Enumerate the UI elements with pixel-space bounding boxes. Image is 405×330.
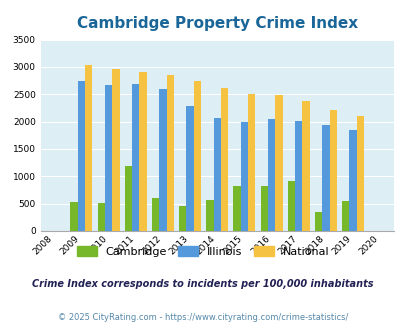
Bar (260, 185, 267, 231)
Bar (112, 69, 119, 231)
Bar (124, 166, 132, 231)
Bar (213, 118, 220, 231)
Bar (151, 198, 159, 231)
Legend: Cambridge, Illinois, National: Cambridge, Illinois, National (72, 242, 333, 261)
Bar (139, 72, 146, 231)
Bar (70, 202, 77, 231)
Bar (186, 106, 193, 231)
Bar (233, 186, 240, 231)
Bar (193, 81, 200, 231)
Bar (314, 212, 322, 231)
Bar (85, 65, 92, 231)
Bar (275, 95, 282, 231)
Bar (240, 122, 247, 231)
Bar (329, 110, 336, 231)
Bar (356, 115, 363, 231)
Bar (341, 202, 349, 231)
Bar (247, 94, 255, 231)
Bar (77, 81, 85, 231)
Bar (220, 88, 228, 231)
Title: Cambridge Property Crime Index: Cambridge Property Crime Index (77, 16, 357, 31)
Bar (322, 125, 329, 231)
Bar (267, 119, 275, 231)
Bar (97, 203, 104, 231)
Bar (294, 121, 302, 231)
Bar (349, 130, 356, 231)
Bar (287, 181, 294, 231)
Bar (179, 206, 186, 231)
Bar (206, 200, 213, 231)
Bar (302, 101, 309, 231)
Bar (166, 75, 173, 231)
Bar (159, 89, 166, 231)
Text: © 2025 CityRating.com - https://www.cityrating.com/crime-statistics/: © 2025 CityRating.com - https://www.city… (58, 313, 347, 322)
Bar (104, 85, 112, 231)
Text: Crime Index corresponds to incidents per 100,000 inhabitants: Crime Index corresponds to incidents per… (32, 279, 373, 289)
Bar (132, 84, 139, 231)
